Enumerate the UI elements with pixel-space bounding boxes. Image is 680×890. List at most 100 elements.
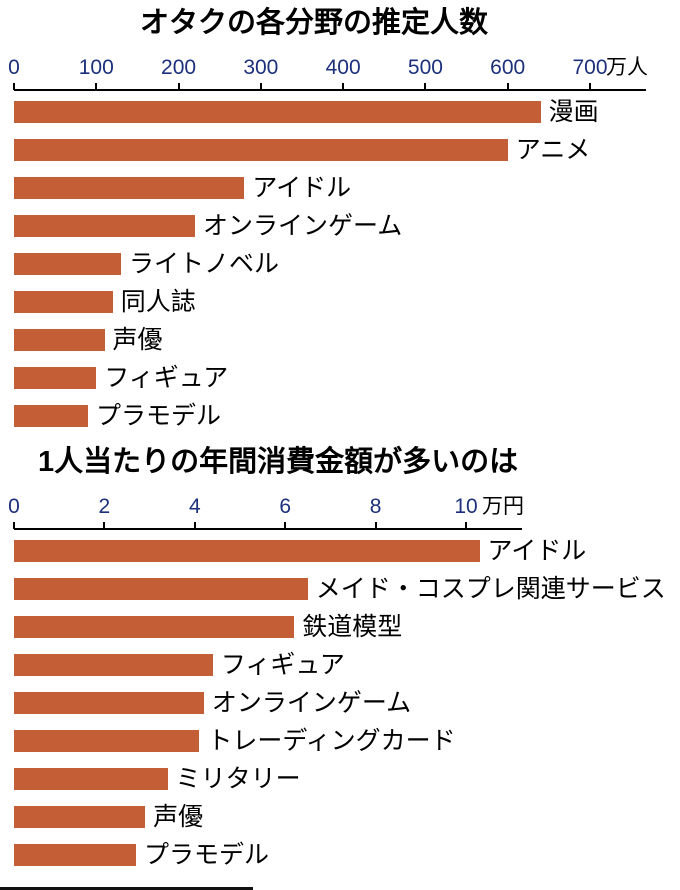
bar-row: 鉄道模型 xyxy=(14,613,680,641)
axis-tick-mark xyxy=(589,83,591,90)
axis-tick-label: 100 xyxy=(78,56,114,79)
bar xyxy=(14,768,168,790)
bar-label: 鉄道模型 xyxy=(302,613,403,641)
bar-label: フィギュア xyxy=(104,364,229,392)
bar xyxy=(14,253,121,275)
axis-tick-label: 500 xyxy=(407,56,443,79)
axis-tick-mark xyxy=(284,522,287,529)
axis-tick-label: 2 xyxy=(98,495,111,518)
bar-label: アイドル xyxy=(252,174,352,202)
bar xyxy=(14,616,295,638)
bar-label: 声優 xyxy=(153,803,204,831)
axis-tick-mark xyxy=(342,83,345,90)
bar-label: オンラインゲーム xyxy=(211,689,412,717)
bar-label: アイドル xyxy=(487,537,587,565)
bar-label: 同人誌 xyxy=(120,288,196,316)
axis-unit-label: 万円 xyxy=(482,495,524,518)
bar xyxy=(14,101,541,123)
axis-tick-label: 700 xyxy=(572,56,608,79)
bar-row: オンラインゲーム xyxy=(14,689,680,717)
bar-row: ミリタリー xyxy=(14,765,680,793)
chart-title: 1人当たりの年間消費金額が多いのは xyxy=(38,446,519,478)
bar-label: オンラインゲーム xyxy=(203,212,403,240)
chart-title: オタクの各分野の推定人数 xyxy=(139,7,488,39)
axis-line xyxy=(13,521,680,530)
axis-tick-label: 300 xyxy=(243,56,279,79)
bar-row: ライトノベル xyxy=(14,250,680,278)
axis-tick-label: 8 xyxy=(369,495,382,518)
bar-row: メイド・コスプレ関連サービス xyxy=(14,575,680,603)
bar xyxy=(14,139,508,161)
axis-baseline xyxy=(14,528,522,530)
bar-label: プラモデル xyxy=(144,841,270,869)
bar-row: オンラインゲーム xyxy=(14,212,680,240)
bar-row: 漫画 xyxy=(14,98,680,126)
bar-label: 声優 xyxy=(112,326,163,354)
bar-row: 同人誌 xyxy=(14,288,680,316)
bar xyxy=(14,730,200,752)
axis-tick-mark xyxy=(95,83,98,90)
bar-row: フィギュア xyxy=(14,651,680,679)
bar-row: フィギュア xyxy=(14,364,680,392)
axis-tick-label: 400 xyxy=(325,56,361,79)
bar xyxy=(14,540,480,562)
bar xyxy=(14,654,213,676)
bar-row: プラモデル xyxy=(14,841,680,869)
bar-label: メイド・コスプレ関連サービス xyxy=(315,575,666,603)
bar-row: アイドル xyxy=(14,174,680,202)
axis-tick-mark xyxy=(13,83,15,90)
axis-tick-label: 6 xyxy=(279,495,292,518)
bar-label: ライトノベル xyxy=(128,250,279,278)
bar-row: アイドル xyxy=(14,537,680,565)
bars: アイドルメイド・コスプレ関連サービス鉄道模型フィギュアオンラインゲームトレーディ… xyxy=(14,537,680,869)
axis-tick-label: 4 xyxy=(188,495,201,518)
x-axis: 万円 0 2 4 6 8 10 xyxy=(8,495,680,530)
bar xyxy=(14,692,204,714)
axis-unit-label: 万人 xyxy=(606,56,648,79)
bar xyxy=(14,215,196,237)
axis-tick-mark xyxy=(259,83,262,90)
chart-annual-spending: 1人当たりの年間消費金額が多いのは 万円 0 2 4 6 8 10 アイドルメイド・コスプ… xyxy=(0,445,680,869)
chart-otaku-population: オタクの各分野の推定人数 万人 0 100 200 300 400 500 600 700 漫… xyxy=(0,6,680,430)
bar xyxy=(14,329,105,351)
cropped-bottom-line xyxy=(0,887,253,890)
bar xyxy=(14,806,146,828)
axis-line xyxy=(13,82,680,91)
bar-row: 声優 xyxy=(14,326,680,354)
axis-tick-mark xyxy=(13,522,15,529)
axis-tick-mark xyxy=(506,83,509,90)
bar-label: トレーディングカード xyxy=(207,727,456,755)
axis-tick-label: 0 xyxy=(8,495,20,518)
bar-label: 漫画 xyxy=(548,98,599,126)
axis-tick-mark xyxy=(465,522,467,529)
axis-tick-mark xyxy=(424,83,427,90)
bar-label: フィギュア xyxy=(220,651,345,679)
bar xyxy=(14,367,97,389)
bar-label: プラモデル xyxy=(96,402,222,430)
bar-row: 声優 xyxy=(14,803,680,831)
axis-tick-labels: 万人 0 100 200 300 400 500 600 700 xyxy=(8,56,680,82)
bar xyxy=(14,405,89,427)
bar-label: ミリタリー xyxy=(175,765,301,793)
bar xyxy=(14,177,245,199)
axis-tick-labels: 万円 0 2 4 6 8 10 xyxy=(8,495,680,521)
bar-row: プラモデル xyxy=(14,402,680,430)
axis-tick-mark xyxy=(374,522,377,529)
axis-tick-label: 10 xyxy=(454,495,478,518)
x-axis: 万人 0 100 200 300 400 500 600 700 xyxy=(8,56,680,91)
axis-tick-mark xyxy=(103,522,106,529)
axis-tick-label: 600 xyxy=(490,56,526,79)
bar xyxy=(14,291,113,313)
bar xyxy=(14,578,308,600)
axis-baseline xyxy=(14,89,646,91)
bars: 漫画アニメアイドルオンラインゲームライトノベル同人誌声優フィギュアプラモデル xyxy=(14,98,680,430)
axis-tick-label: 200 xyxy=(161,56,197,79)
bar-label: アニメ xyxy=(515,136,591,164)
axis-tick-label: 0 xyxy=(8,56,20,79)
bar xyxy=(14,844,137,866)
axis-tick-mark xyxy=(177,83,180,90)
bar-row: アニメ xyxy=(14,136,680,164)
axis-tick-mark xyxy=(193,522,196,529)
bar-row: トレーディングカード xyxy=(14,727,680,755)
